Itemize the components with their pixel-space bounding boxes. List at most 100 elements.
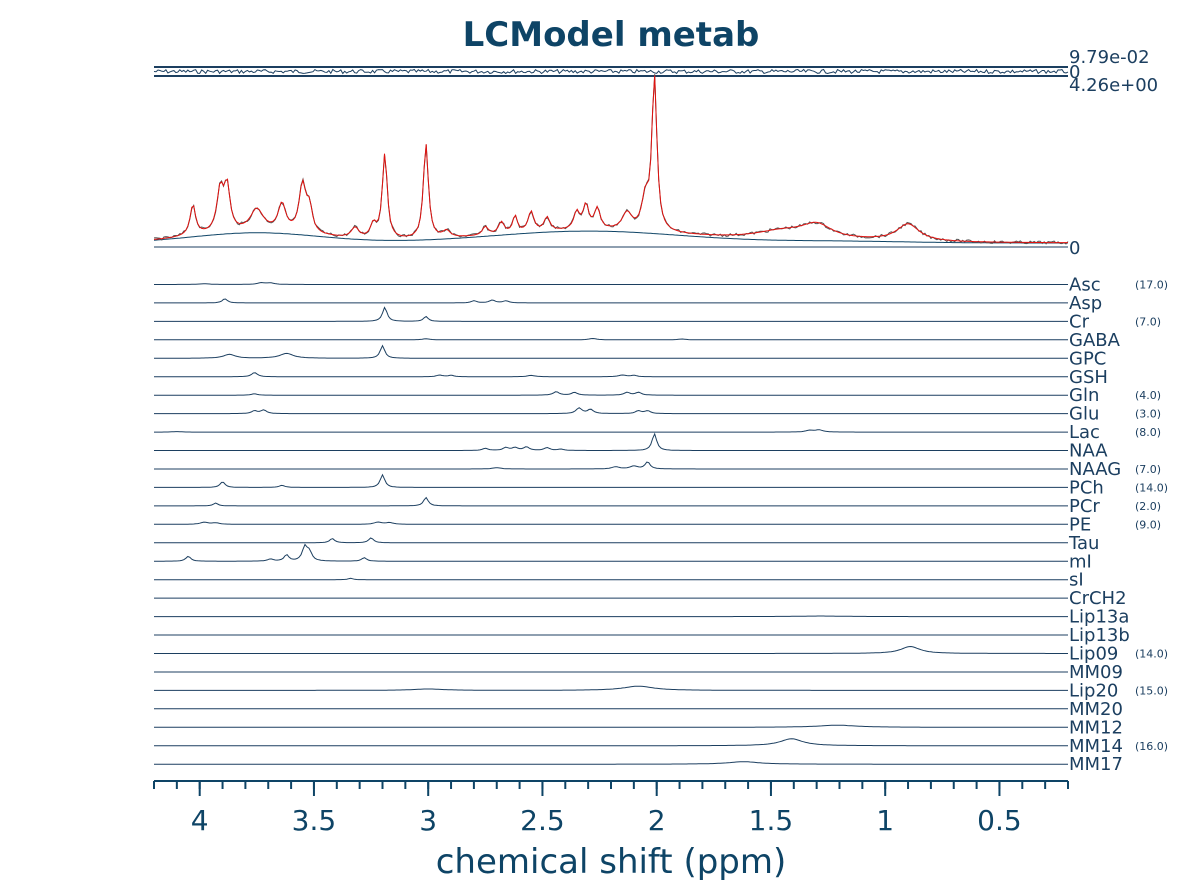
metabolite-row-naa: NAA (154, 432, 1108, 462)
crlb-label: (2.0) (1135, 500, 1161, 513)
metabolite-label: PE (1069, 514, 1091, 535)
metabolite-label: MM14 (1069, 736, 1123, 757)
metabolite-row-mm20: MM20 (154, 699, 1123, 720)
x-tick-label: 4 (191, 804, 209, 837)
metabolite-label: NAA (1069, 441, 1108, 462)
metabolite-row-gln: Gln (4.0) (154, 385, 1161, 406)
metabolite-trace-glu (154, 407, 1068, 415)
x-tick-label: 2.5 (520, 804, 565, 837)
metabolite-label: GABA (1069, 330, 1121, 351)
x-tick-label: 2 (648, 804, 666, 837)
metabolite-label: PCr (1069, 496, 1100, 517)
spectrum-zero-label: 0 (1069, 238, 1080, 259)
metabolite-row-lac: Lac (8.0) (154, 422, 1161, 443)
crlb-label: (7.0) (1135, 315, 1161, 328)
crlb-label: (7.0) (1135, 463, 1161, 476)
metabolite-trace-pch (154, 473, 1068, 488)
residual-panel: 9.79e-02 0 (153, 47, 1150, 83)
metabolite-label: Gln (1069, 385, 1099, 406)
metabolite-label: Cr (1069, 311, 1090, 332)
metabolite-row-mm09: MM09 (154, 662, 1123, 683)
metabolite-label: MM12 (1069, 717, 1123, 738)
spectrum-panel: 4.26e+00 0 (153, 74, 1158, 259)
metabolite-label: Lip20 (1069, 680, 1118, 701)
metabolite-label: mI (1069, 551, 1092, 572)
metabolite-trace-pcr (154, 496, 1068, 507)
metabolite-label: CrCH2 (1069, 588, 1127, 609)
metabolite-row-cr: Cr (7.0) (154, 306, 1161, 332)
metabolite-trace-lip20 (154, 685, 1068, 691)
metabolite-row-lip13b: Lip13b (154, 625, 1130, 646)
metabolite-row-mm17: MM17 (154, 754, 1123, 775)
x-axis-label: chemical shift (ppm) (436, 842, 787, 882)
x-tick-label: 3.5 (292, 804, 337, 837)
metabolite-trace-si (154, 577, 1068, 581)
metabolite-row-gsh: GSH (154, 367, 1108, 388)
crlb-label: (9.0) (1135, 518, 1161, 531)
metabolite-label: Asp (1069, 293, 1102, 314)
metabolite-trace-lip09 (154, 645, 1068, 654)
x-tick-label: 1 (876, 804, 894, 837)
metabolite-trace-gaba (154, 337, 1068, 341)
metabolite-row-mm14: MM14 (16.0) (154, 736, 1168, 757)
metabolite-trace-lac (154, 429, 1068, 433)
metabolite-row-naag: NAAG (7.0) (154, 459, 1161, 480)
x-tick-label: 1.5 (749, 804, 794, 837)
metabolite-row-gpc: GPC (154, 344, 1106, 369)
x-tick-label: 0.5 (977, 804, 1022, 837)
metabolite-row-mi: mI (154, 543, 1092, 572)
x-tick-label: 3 (419, 804, 437, 837)
x-axis-major-ticks: 4 3.5 3 2.5 2 1.5 1 0.5 (191, 781, 1022, 837)
metabolite-trace-asc (154, 281, 1068, 285)
metabolite-row-pch: PCh (14.0) (154, 473, 1168, 498)
fit-spectrum (153, 75, 1068, 244)
metabolite-row-tau: Tau (154, 533, 1099, 554)
metabolite-row-mm12: MM12 (154, 717, 1123, 738)
metabolite-row-si: sI (154, 570, 1084, 591)
crlb-label: (17.0) (1135, 279, 1168, 292)
metabolite-trace-mm14 (154, 738, 1068, 747)
crlb-label: (4.0) (1135, 389, 1161, 402)
metabolite-trace-pe (154, 521, 1068, 525)
metabolite-trace-gsh (154, 372, 1068, 378)
metabolite-trace-asp (154, 298, 1068, 304)
metabolite-label: Tau (1068, 533, 1099, 554)
baseline-curve (153, 230, 1068, 244)
metabolite-row-glu: Glu (3.0) (154, 404, 1161, 425)
metabolite-label: MM20 (1069, 699, 1123, 720)
metabolite-label: MM17 (1069, 754, 1123, 775)
x-axis-minor-ticks (153, 781, 1069, 789)
metabolite-trace-mm12 (154, 724, 1068, 728)
metabolite-row-crch2: CrCH2 (154, 588, 1127, 609)
spectrum-max-label: 4.26e+00 (1069, 75, 1158, 96)
metabolite-trace-naag (154, 461, 1068, 470)
crlb-label: (16.0) (1135, 740, 1168, 753)
metabolite-trace-cr (154, 306, 1068, 322)
metabolite-row-lip20: Lip20 (15.0) (154, 680, 1168, 701)
metabolite-trace-gpc (154, 344, 1068, 359)
crlb-label: (3.0) (1135, 408, 1161, 421)
chart-title: LCModel metab (463, 15, 760, 55)
metabolite-label: GPC (1069, 348, 1106, 369)
crlb-label: (14.0) (1135, 648, 1168, 661)
residual-max-label: 9.79e-02 (1069, 47, 1150, 68)
metabolite-trace-lip13a (154, 615, 1068, 618)
crlb-label: (15.0) (1135, 684, 1168, 697)
metabolite-label: Glu (1069, 404, 1099, 425)
metabolite-row-gaba: GABA (154, 330, 1121, 351)
x-axis: 4 3.5 3 2.5 2 1.5 1 0.5 chemical shift (ppm) (153, 780, 1069, 882)
metabolite-row-lip13a: Lip13a (154, 607, 1129, 628)
residual-zero-label: 0 (1069, 62, 1080, 83)
metabolite-trace-mm17 (154, 761, 1068, 765)
metabolite-trace-gln (154, 391, 1068, 396)
metabolite-trace-mi (154, 543, 1068, 562)
metabolite-row-pcr: PCr (2.0) (154, 496, 1161, 517)
residual-trace (153, 68, 1069, 75)
metabolite-row-asp: Asp (154, 293, 1102, 314)
metabolite-row-asc: Asc (17.0) (154, 275, 1168, 296)
metabolite-label: GSH (1069, 367, 1108, 388)
metabolite-label: Lip13a (1069, 607, 1129, 628)
metabolite-label: Lip13b (1069, 625, 1130, 646)
